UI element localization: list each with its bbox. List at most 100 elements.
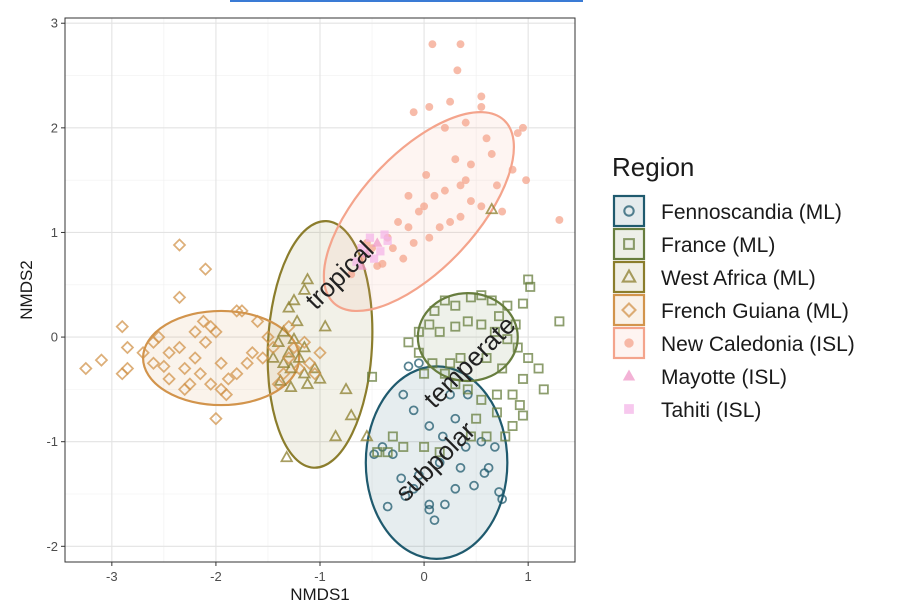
- point-new-caledonia-isl: [451, 155, 460, 164]
- point-new-caledonia-isl: [456, 212, 465, 221]
- point-france-ml: [427, 358, 438, 369]
- point-fennoscandia-ml: [382, 501, 393, 512]
- y-tick-label: -1: [46, 434, 58, 449]
- point-france-ml: [512, 342, 523, 353]
- legend: Region Fennoscandia (ML) France (ML) West …: [612, 152, 855, 422]
- point-france-ml: [387, 431, 398, 442]
- point-french-guiana-ml: [136, 346, 150, 360]
- point-fennoscandia-ml: [455, 463, 466, 473]
- point-france-ml: [434, 326, 445, 337]
- point-fennoscandia-ml: [408, 405, 419, 416]
- data-points: [79, 40, 565, 525]
- point-france-ml: [462, 316, 473, 327]
- point-new-caledonia-isl: [477, 102, 486, 111]
- point-new-caledonia-isl: [440, 186, 449, 195]
- point-west-africa-ml: [344, 408, 358, 421]
- point-new-caledonia-isl: [477, 92, 486, 101]
- point-france-ml: [398, 441, 409, 452]
- point-france-ml: [413, 326, 424, 337]
- point-tahiti-isl: [380, 230, 389, 239]
- x-tick-label: -1: [314, 569, 326, 584]
- point-fennoscandia-ml: [445, 389, 455, 400]
- point-new-caledonia-isl: [347, 270, 356, 279]
- point-new-caledonia-isl: [388, 244, 397, 253]
- legend-label-fennoscandia-ml: Fennoscandia (ML): [661, 201, 842, 224]
- point-france-ml: [502, 334, 513, 345]
- point-west-africa-ml: [279, 450, 294, 463]
- point-new-caledonia-isl: [409, 238, 418, 247]
- point-france-ml: [500, 431, 511, 442]
- point-fennoscandia-ml: [424, 504, 435, 515]
- point-new-caledonia-isl: [453, 66, 462, 75]
- x-axis-title: NMDS1: [290, 585, 350, 604]
- point-fennoscandia-ml: [377, 442, 388, 452]
- x-tick-label: 0: [420, 569, 427, 584]
- point-french-guiana-ml: [196, 314, 211, 329]
- legend-marker-west-africa-ml: [621, 268, 637, 283]
- point-french-guiana-ml: [271, 377, 286, 391]
- point-french-guiana-ml: [162, 372, 176, 386]
- point-west-africa-ml: [276, 324, 291, 337]
- point-new-caledonia-isl: [555, 215, 564, 224]
- point-tahiti-isl: [383, 236, 392, 245]
- point-france-ml: [525, 281, 536, 292]
- point-france-ml: [489, 326, 500, 337]
- point-france-ml: [523, 274, 534, 285]
- legend-marker-french-guiana-ml: [621, 302, 637, 318]
- point-fennoscandia-ml: [440, 499, 450, 510]
- point-new-caledonia-isl: [513, 129, 522, 138]
- point-fennoscandia-ml: [497, 494, 507, 505]
- point-fennoscandia-ml: [400, 491, 411, 501]
- legend-title: Region: [612, 152, 694, 182]
- point-france-ml: [450, 379, 461, 390]
- point-tahiti-isl: [365, 233, 375, 242]
- legend-label-tahiti-isl: Tahiti (ISL): [661, 399, 761, 422]
- legend-label-france-ml: France (ML): [661, 234, 775, 257]
- y-tick-label: -2: [46, 539, 58, 554]
- point-france-ml: [476, 290, 487, 301]
- point-new-caledonia-isl: [508, 165, 517, 174]
- x-axis-ticks: -3 -2 -1 0 1: [106, 562, 532, 584]
- point-new-caledonia-isl: [461, 176, 470, 185]
- point-france-ml: [424, 319, 435, 330]
- point-west-africa-ml: [297, 366, 312, 379]
- point-fennoscandia-ml: [450, 483, 461, 494]
- point-france-ml: [403, 337, 414, 348]
- point-france-ml: [439, 368, 450, 379]
- point-french-guiana-ml: [94, 353, 109, 367]
- y-tick-label: 1: [51, 225, 58, 240]
- point-french-guiana-ml: [219, 387, 234, 402]
- point-france-ml: [491, 407, 502, 418]
- y-tick-label: 0: [51, 330, 58, 345]
- point-french-guiana-ml: [256, 351, 270, 365]
- point-new-caledonia-isl: [466, 197, 475, 206]
- legend-label-french-guiana-ml: French Guiana (ML): [661, 300, 849, 323]
- point-tahiti-isl: [369, 254, 379, 263]
- point-new-caledonia-isl: [428, 40, 437, 49]
- point-french-guiana-ml: [297, 335, 312, 350]
- point-fennoscandia-ml: [398, 389, 409, 400]
- top-border-line: [230, 0, 583, 2]
- point-west-africa-ml: [287, 293, 301, 306]
- point-france-ml: [382, 447, 393, 458]
- point-french-guiana-ml: [203, 377, 218, 391]
- point-west-africa-ml: [313, 371, 327, 384]
- point-west-africa-ml: [266, 350, 280, 363]
- point-new-caledonia-isl: [461, 118, 470, 127]
- point-new-caledonia-isl: [373, 261, 382, 270]
- point-fennoscandia-ml: [424, 499, 435, 510]
- point-france-ml: [517, 410, 528, 421]
- point-france-ml: [494, 311, 505, 322]
- point-new-caledonia-isl: [446, 218, 455, 226]
- point-french-guiana-ml: [292, 361, 306, 376]
- point-mayotte-isl: [356, 260, 367, 270]
- point-mayotte-isl: [361, 247, 373, 258]
- point-france-ml: [445, 358, 456, 369]
- point-france-ml: [367, 371, 378, 382]
- point-french-guiana-ml: [172, 290, 187, 305]
- point-fennoscandia-ml: [414, 358, 424, 369]
- y-axis-title: NMDS2: [17, 260, 36, 320]
- point-french-guiana-ml: [203, 319, 218, 334]
- point-new-caledonia-isl: [430, 191, 439, 200]
